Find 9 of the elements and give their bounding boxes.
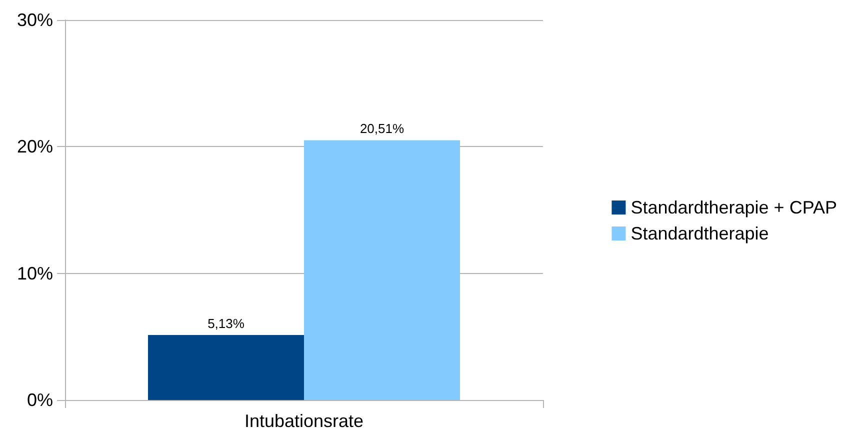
data-label: 5,13% <box>208 316 245 332</box>
y-tick-label: 10% <box>16 263 53 284</box>
y-tick-label: 20% <box>16 136 53 157</box>
y-tick-label: 30% <box>16 10 53 30</box>
legend-label: Standardtherapie <box>630 224 769 244</box>
legend-label: Standardtherapie + CPAP <box>630 198 837 218</box>
y-tick-label: 0% <box>26 390 53 410</box>
x-tick-label: Intubationsrate <box>244 411 364 431</box>
data-label: 20,51% <box>360 121 404 136</box>
